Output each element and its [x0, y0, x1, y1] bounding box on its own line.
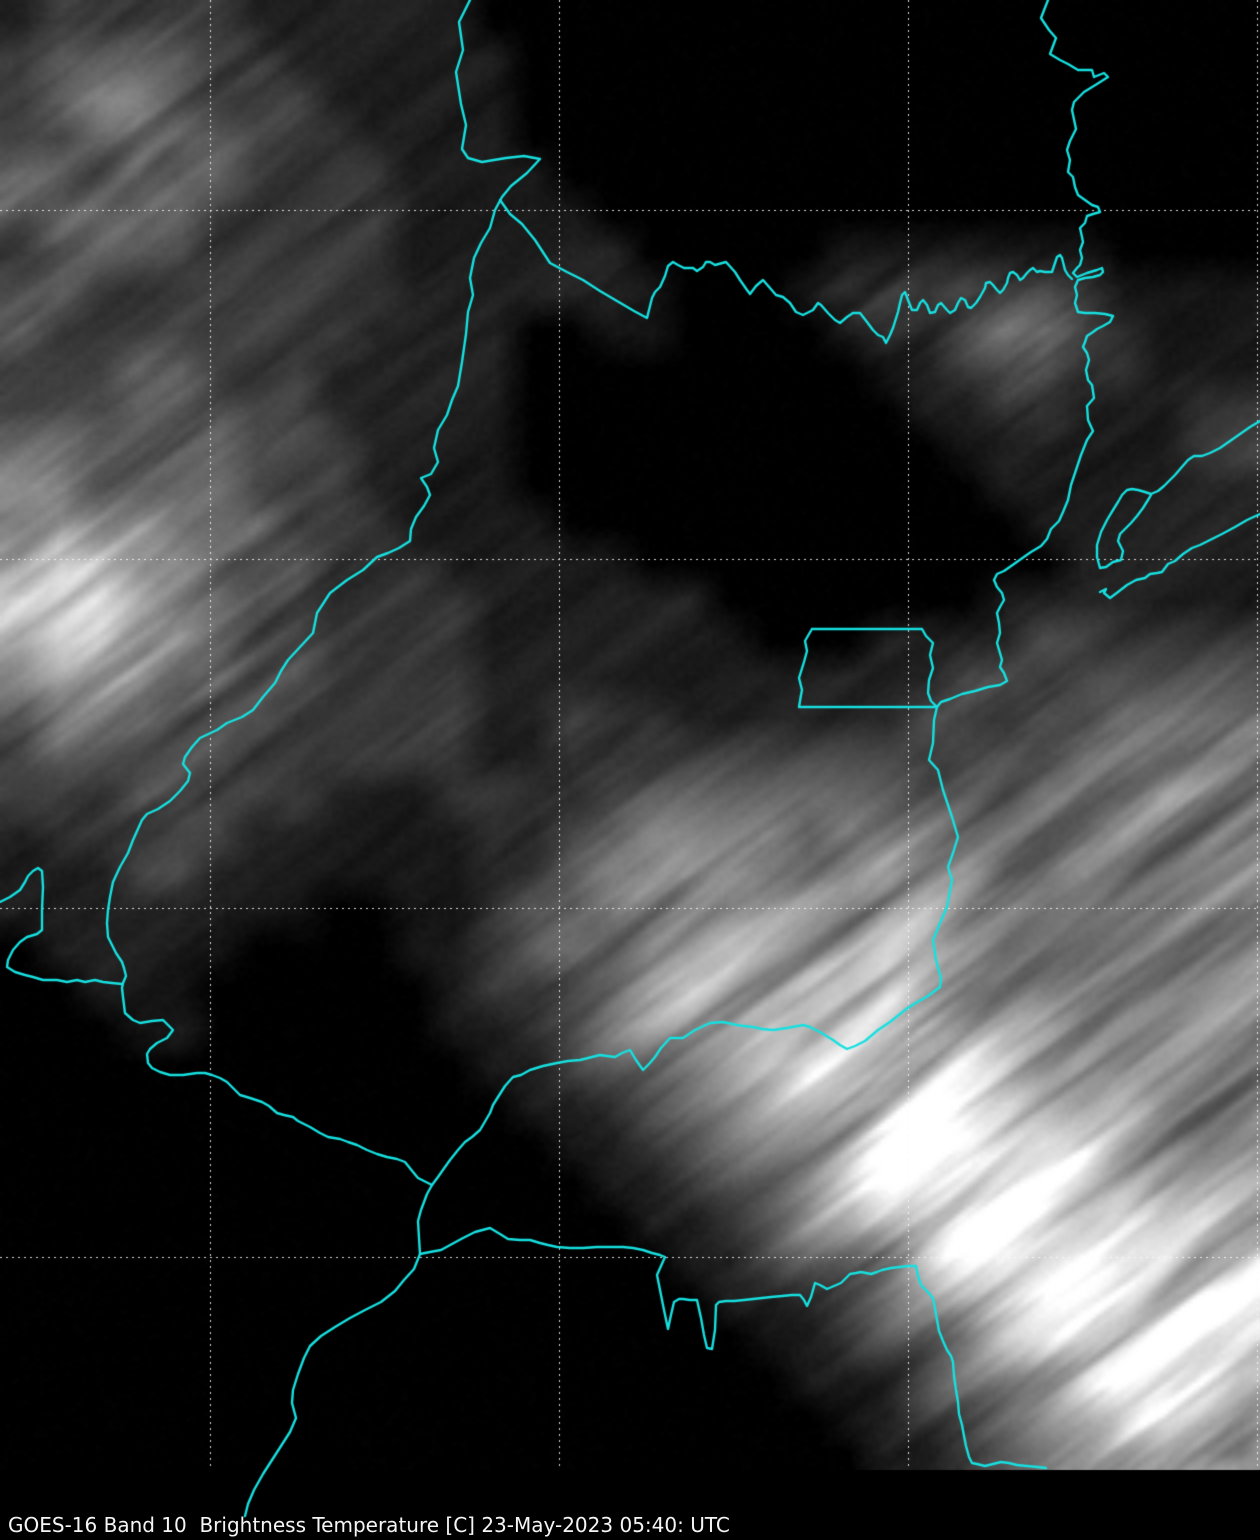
- image-caption: GOES-16 Band 10 Brightness Temperature […: [8, 1513, 730, 1537]
